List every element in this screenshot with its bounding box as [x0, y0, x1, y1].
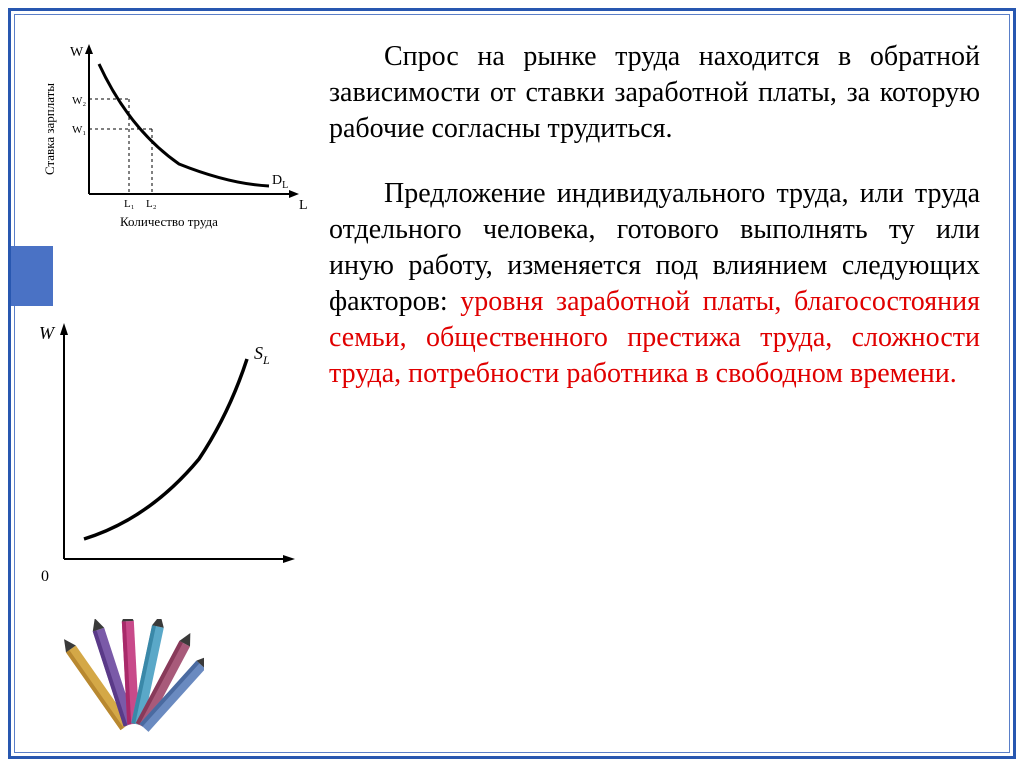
pencils-icon — [64, 619, 204, 749]
chart1-curve-label: DL — [272, 173, 288, 191]
paragraph-2: Предложение индивидуального труда, или т… — [329, 176, 980, 391]
chart2-curve-label: SL — [254, 343, 270, 367]
chart1-y-label: Ставка зарплаты — [42, 83, 57, 175]
slide-frame: W L W₂ W₁ L₁ L₂ DL Ставка зарплаты Колич… — [8, 8, 1016, 759]
chart1-y-top: W — [70, 45, 84, 60]
supply-chart: W 0 SL — [29, 309, 309, 589]
content-area: W L W₂ W₁ L₁ L₂ DL Ставка зарплаты Колич… — [29, 29, 995, 738]
chart1-x-right: L — [299, 198, 308, 213]
chart1-w2: W₂ — [72, 95, 86, 107]
chart1-x-label: Количество труда — [120, 214, 218, 229]
demand-chart: W L W₂ W₁ L₁ L₂ DL Ставка зарплаты Колич… — [34, 34, 314, 234]
text-column: Спрос на рынке труда находится в обратно… — [329, 39, 980, 421]
chart1-w1: W₁ — [72, 124, 86, 136]
paragraph-1: Спрос на рынке труда находится в обратно… — [329, 39, 980, 146]
chart1-l1: L₁ — [124, 198, 135, 210]
chart2-y-top: W — [39, 323, 56, 343]
chart2-origin: 0 — [41, 568, 49, 585]
chart1-l2: L₂ — [146, 198, 157, 210]
